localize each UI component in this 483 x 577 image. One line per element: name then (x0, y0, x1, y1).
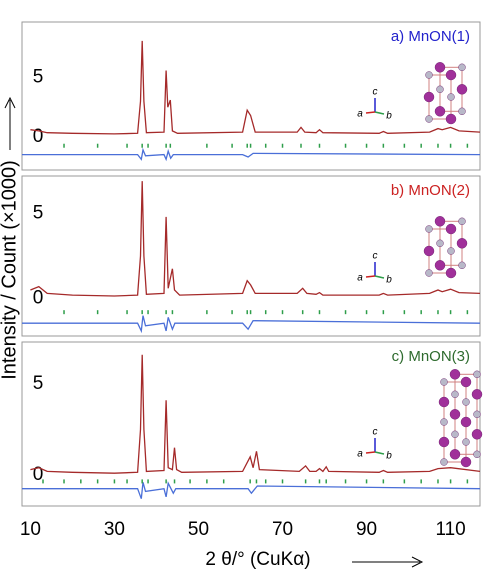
atom-n (426, 270, 433, 277)
x-axis-label: 2 θ/° (CuKα) (205, 549, 310, 570)
axis-b (375, 452, 384, 454)
atom-n (448, 94, 455, 101)
atom-n (474, 451, 481, 458)
y-tick-label: 5 (33, 373, 44, 394)
atom-mn (446, 70, 456, 80)
panel-title: a) MnON(1) (391, 28, 470, 45)
atom-mn (457, 238, 467, 248)
atom-n (452, 391, 459, 398)
atom-mn (439, 397, 449, 407)
atom-mn (424, 246, 434, 256)
atom-mn (446, 224, 456, 234)
crystal-structure (424, 216, 467, 278)
atom-mn (435, 106, 445, 116)
crystal-axis-label: b (386, 275, 392, 286)
pattern-line (30, 41, 480, 134)
axis-b (375, 276, 384, 278)
panel-title: c) MnON(3) (392, 348, 470, 365)
atom-n (426, 226, 433, 233)
x-tick-label: 70 (272, 519, 293, 540)
atom-mn (472, 389, 482, 399)
atom-mn (435, 260, 445, 270)
atom-n (474, 411, 481, 418)
y-axis-label: Intensity / Count (×1000) (0, 160, 20, 380)
pattern-line (22, 150, 480, 159)
atom-mn (435, 216, 445, 226)
pattern-line (22, 482, 480, 498)
panel-frame (22, 342, 480, 506)
atom-mn (472, 429, 482, 439)
crystal-axis-label: a (357, 109, 363, 120)
crystal-axis-label: c (373, 87, 378, 98)
pattern-line (30, 355, 480, 473)
crystal-structure (424, 62, 467, 124)
atom-n (426, 116, 433, 123)
pattern-line (22, 316, 480, 331)
atom-n (474, 371, 481, 378)
y-tick-label: 0 (33, 126, 44, 147)
x-tick-label: 110 (435, 519, 465, 540)
atom-n (426, 72, 433, 79)
axis-a (366, 276, 375, 277)
atom-mn (450, 449, 460, 459)
atom-n (437, 86, 444, 93)
crystal-axis-label: a (357, 449, 363, 460)
atom-n (448, 248, 455, 255)
atom-mn (450, 409, 460, 419)
atom-n (463, 439, 470, 446)
axis-a (366, 112, 375, 113)
chart: Intensity / Count (×1000) 2 θ/° (CuKα) 0… (0, 0, 483, 577)
crystal-axis-label: c (373, 427, 378, 438)
x-tick-label: 30 (104, 519, 125, 540)
atom-n (459, 108, 466, 115)
atom-n (459, 218, 466, 225)
x-tick-label: 90 (356, 519, 377, 540)
axis-a (366, 452, 375, 453)
y-tick-label: 0 (33, 288, 44, 309)
x-tick-label: 50 (188, 519, 209, 540)
panel-title: b) MnON(2) (391, 182, 470, 199)
atom-n (452, 431, 459, 438)
atom-n (459, 64, 466, 71)
atom-mn (439, 437, 449, 447)
y-tick-label: 5 (33, 67, 44, 88)
x-tick-label: 10 (20, 519, 41, 540)
atom-mn (424, 92, 434, 102)
atom-n (441, 379, 448, 386)
atom-mn (435, 62, 445, 72)
atom-mn (446, 114, 456, 124)
atom-n (463, 399, 470, 406)
crystal-axis-label: b (386, 111, 392, 122)
crystal-structure (439, 369, 482, 467)
crystal-axis-label: b (386, 451, 392, 462)
atom-mn (446, 268, 456, 278)
atom-n (441, 459, 448, 466)
atom-n (437, 240, 444, 247)
y-tick-label: 5 (33, 202, 44, 223)
atom-mn (450, 369, 460, 379)
y-tick-label: 0 (33, 464, 44, 485)
crystal-axis-label: c (373, 251, 378, 262)
atom-n (459, 262, 466, 269)
atom-mn (461, 457, 471, 467)
atom-mn (457, 84, 467, 94)
atom-mn (461, 377, 471, 387)
axis-b (375, 112, 384, 114)
crystal-axis-label: a (357, 273, 363, 284)
atom-n (441, 419, 448, 426)
atom-mn (461, 417, 471, 427)
